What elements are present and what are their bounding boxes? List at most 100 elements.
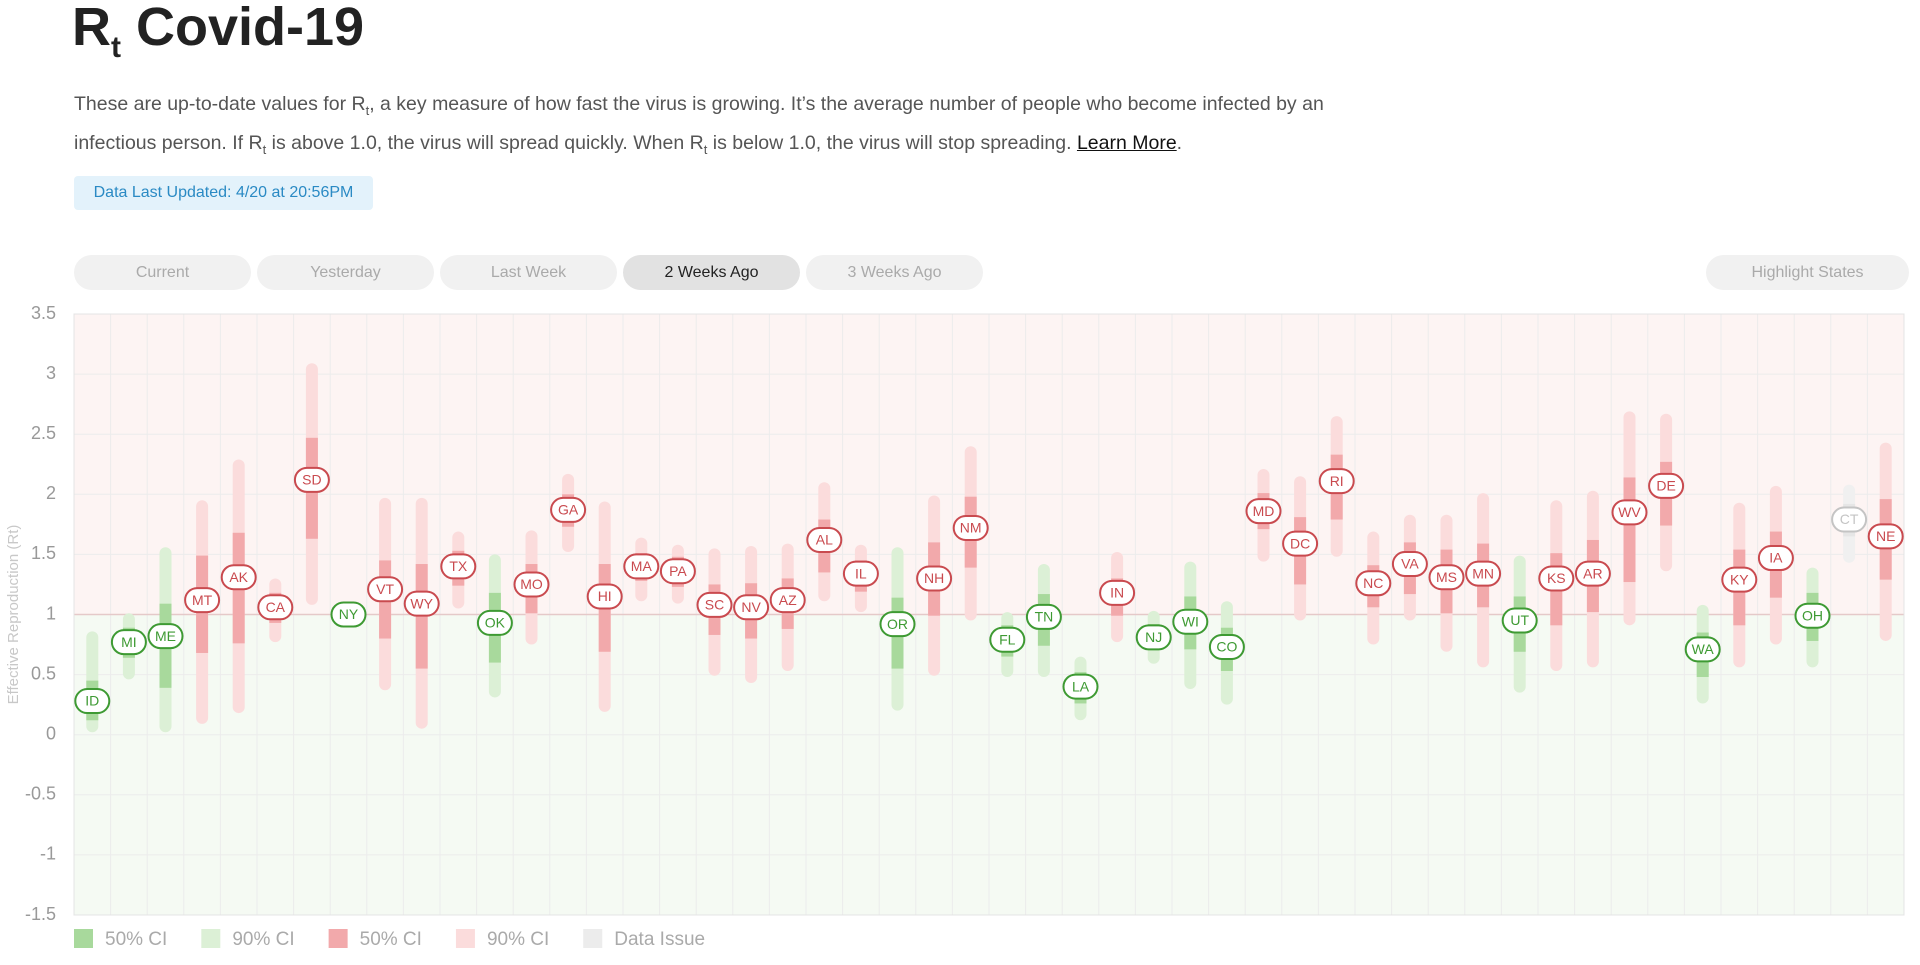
tab[interactable]: Current [74,255,251,290]
value-marker [659,558,696,585]
tab[interactable]: Yesterday [257,255,434,290]
value-marker [1391,551,1428,578]
value-marker [1538,565,1575,592]
state-label: VA [1401,556,1419,572]
state-label: AK [229,569,248,585]
link[interactable]: Learn More [1076,131,1177,154]
value-marker [1465,560,1502,587]
state-label: ID [85,693,99,709]
state-label: DE [1656,478,1675,494]
tab[interactable]: 2 Weeks Ago [623,255,800,290]
value-marker [1794,602,1831,629]
state: IN [1099,551,1136,643]
value-marker [1611,499,1648,526]
state-label: NV [741,599,761,615]
state: DC [1282,476,1319,621]
value-marker [733,594,770,621]
state-label: ME [155,628,176,644]
state: MD [1245,469,1282,562]
value-marker [1428,564,1465,591]
text-segment: R [72,0,111,57]
value-marker [257,594,294,621]
state: UT [1501,555,1538,693]
state: SD [293,363,330,605]
state-label: AZ [779,592,797,608]
state: OK [476,554,513,698]
y-tick-label: 0 [46,723,56,743]
state-label: WI [1182,613,1199,629]
value-marker [1135,624,1172,651]
text-segment: These are up-to-date values for R [74,93,366,115]
legend-swatch [455,929,475,948]
y-tick-label: -0.5 [25,784,56,804]
state-label: UT [1510,612,1529,628]
value-marker [1282,530,1319,557]
state-label: NJ [1145,629,1162,645]
y-tick-label: -1 [40,844,56,864]
value-marker [1684,636,1721,663]
text-segment: t [703,141,708,157]
value-marker [1062,673,1099,700]
value-marker [74,688,111,715]
value-marker [806,526,843,553]
tab[interactable]: 3 Weeks Ago [806,255,983,290]
state-label: AR [1583,565,1602,581]
state: CO [1208,601,1245,705]
state-label: FL [999,631,1016,647]
state: NJ [1135,610,1172,664]
state-label: MA [631,558,653,574]
state: NE [1867,442,1904,641]
value-marker [623,553,660,580]
value-marker [1099,579,1136,606]
value-marker [989,626,1026,653]
value-marker [1648,472,1685,499]
text-segment: t [262,141,267,157]
state-label: MT [192,592,213,608]
state: WV [1611,411,1648,626]
state-label: CT [1840,511,1859,527]
value-marker [184,587,221,614]
state: NY [330,601,367,628]
y-tick-label: 3.5 [31,303,56,323]
value-marker [330,601,367,628]
value-marker [110,629,147,656]
state: GA [550,473,587,552]
state: CT [1831,484,1868,563]
state-label: KY [1730,571,1749,587]
state: TN [1025,564,1062,678]
state: WA [1684,604,1721,704]
state: MA [623,537,660,602]
y-tick-label: 2.5 [31,423,56,443]
state: MS [1428,514,1465,652]
state: HI [586,501,623,712]
value-marker [1574,560,1611,587]
state: MT [184,500,221,724]
plot-border [73,313,1905,916]
state-label: WV [1618,504,1641,520]
state-label: KS [1547,570,1566,586]
state-label: OK [485,615,506,631]
description: These are up-to-date values for Rt, a ke… [74,88,1344,166]
state-label: WY [410,595,433,611]
state: NC [1355,531,1392,645]
state-label: MS [1436,569,1457,585]
state: PA [659,544,696,604]
state: VT [367,497,404,691]
state: NV [733,545,770,684]
tab[interactable]: Last Week [440,255,617,290]
state: MI [110,613,147,680]
chart: -1.5 -1 -0.5 0 0.5 1 1.5 2 2.5 3 3.5 Effective Repr… [5,303,1905,950]
state: DE [1648,413,1685,572]
value-marker [1501,607,1538,634]
state-label: RI [1330,473,1344,489]
state: IL [842,544,879,613]
state-label: IN [1110,585,1124,601]
state-label: PA [669,563,687,579]
value-marker [1318,468,1355,495]
highlight-button[interactable]: Highlight States [1706,255,1909,290]
state-label: IA [1769,550,1783,566]
state: IA [1757,485,1794,645]
text-segment: Covid-19 [121,0,365,57]
state-label: WA [1692,641,1715,657]
state-label: IL [855,565,867,581]
